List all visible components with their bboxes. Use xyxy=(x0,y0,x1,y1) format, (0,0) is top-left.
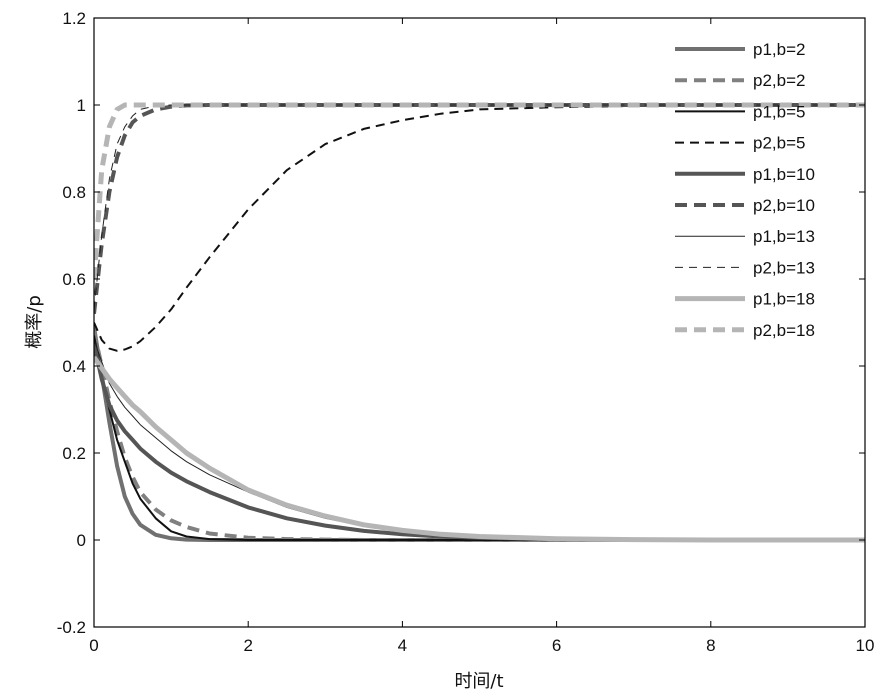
y-tick-label: -0.2 xyxy=(57,618,86,637)
legend-label: p2,b=5 xyxy=(753,134,805,153)
legend-label: p2,b=10 xyxy=(753,196,815,215)
series-line-5 xyxy=(94,103,865,315)
x-axis-title: 时间/t xyxy=(454,671,503,692)
legend-label: p1,b=2 xyxy=(753,40,805,59)
legend-label: p2,b=18 xyxy=(753,321,815,340)
y-tick-label: 0.6 xyxy=(62,270,86,289)
series-line-9 xyxy=(94,102,865,280)
series-line-8 xyxy=(94,355,865,543)
x-tick-label: 10 xyxy=(856,636,875,655)
series-line-1 xyxy=(94,330,865,542)
y-tick-label: 0.2 xyxy=(62,444,86,463)
series-line-7 xyxy=(94,104,865,310)
x-tick-label: 4 xyxy=(398,636,407,655)
series-line-6 xyxy=(94,339,865,541)
legend-label: p1,b=13 xyxy=(753,227,815,246)
legend-label: p1,b=10 xyxy=(753,165,815,184)
series-line-0 xyxy=(94,326,865,542)
y-tick-label: 0.4 xyxy=(62,357,86,376)
y-ticks: -0.2 0 0.2 0.4 0.6 0.8 1 1.2 xyxy=(57,9,865,637)
series-line-2 xyxy=(94,335,865,541)
legend: p1,b=2 p2,b=2 p1,b=5 p2,b=5 p1,b=10 p2,b=10 p1… xyxy=(675,40,815,340)
y-tick-label: 0.8 xyxy=(62,183,86,202)
x-tick-label: 0 xyxy=(89,636,98,655)
series-line-3 xyxy=(94,104,865,352)
series-line-4 xyxy=(94,343,865,542)
x-ticks: 0 2 4 6 8 10 xyxy=(89,18,874,655)
legend-label: p2,b=13 xyxy=(753,258,815,277)
y-tick-label: 0 xyxy=(77,531,86,550)
x-tick-label: 6 xyxy=(552,636,561,655)
series-layer xyxy=(94,102,865,543)
x-tick-label: 8 xyxy=(706,636,715,655)
legend-label: p1,b=5 xyxy=(753,102,805,121)
y-tick-label: 1.2 xyxy=(62,9,86,28)
y-tick-label: 1 xyxy=(77,96,86,115)
x-tick-label: 2 xyxy=(243,636,252,655)
y-axis-title: 概率/p xyxy=(24,295,45,349)
legend-label: p1,b=18 xyxy=(753,290,815,309)
legend-label: p2,b=2 xyxy=(753,71,805,90)
plot-frame xyxy=(93,17,866,628)
